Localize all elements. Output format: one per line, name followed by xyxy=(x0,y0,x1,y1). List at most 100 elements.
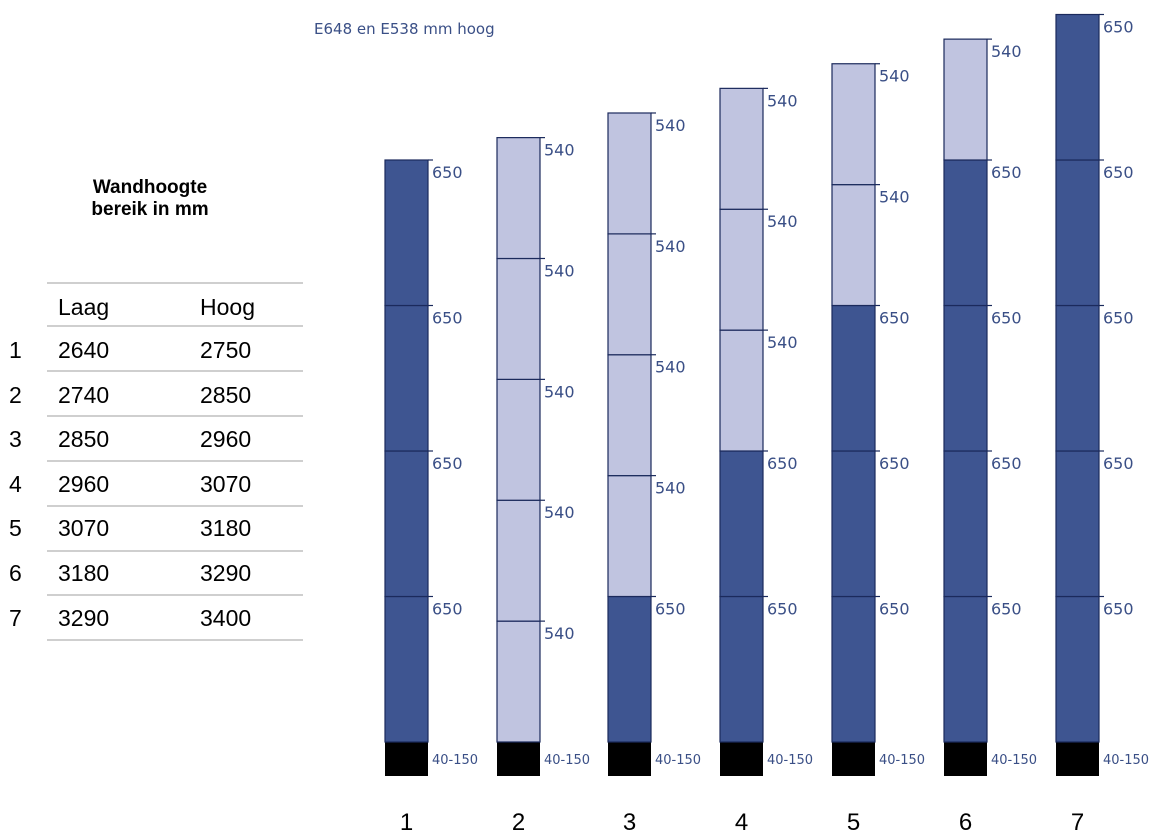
base-block xyxy=(832,742,875,776)
panel-label: 540 xyxy=(767,91,798,110)
cell-laag: 2850 xyxy=(58,426,110,453)
base-block xyxy=(1056,742,1099,776)
panel-label: 650 xyxy=(879,309,910,328)
panel-650 xyxy=(831,450,876,598)
panel-650 xyxy=(1055,450,1100,598)
cell-hoog: 2850 xyxy=(200,381,252,408)
panel-650 xyxy=(943,159,988,307)
row-number: 3 xyxy=(9,426,22,453)
panel-650 xyxy=(1055,595,1100,743)
panel-label: 540 xyxy=(655,116,686,135)
table-rule xyxy=(47,594,303,596)
panel-650 xyxy=(384,450,429,598)
panel-label: 650 xyxy=(991,309,1022,328)
panel-540 xyxy=(496,620,541,743)
panel-label: 650 xyxy=(767,600,798,619)
base-label: 40-150 xyxy=(655,753,701,768)
panel-540 xyxy=(496,499,541,622)
panel-label: 650 xyxy=(432,454,463,473)
column-number: 4 xyxy=(735,809,748,836)
panel-label: 540 xyxy=(767,212,798,231)
panel-label: 540 xyxy=(767,333,798,352)
panel-650 xyxy=(607,595,652,743)
cell-laag: 2640 xyxy=(58,337,110,363)
panel-column-5: 40-150 650 650 650 540 540 5 xyxy=(831,63,925,836)
panel-label: 540 xyxy=(544,624,575,643)
base-label: 40-150 xyxy=(1103,753,1149,768)
panel-label: 540 xyxy=(544,503,575,522)
table-rule xyxy=(47,550,303,552)
cell-hoog: 3180 xyxy=(200,515,252,542)
row-number: 2 xyxy=(9,381,22,408)
cell-laag: 2740 xyxy=(58,381,110,408)
base-label: 40-150 xyxy=(432,753,478,768)
row-number: 6 xyxy=(9,560,22,586)
cell-hoog: 3070 xyxy=(200,470,252,497)
panel-label: 540 xyxy=(544,382,575,401)
panel-label: 650 xyxy=(1103,600,1134,619)
cell-laag: 3070 xyxy=(58,515,110,542)
panel-650 xyxy=(384,159,429,307)
panel-label: 650 xyxy=(432,600,463,619)
diagram-subtitle: E648 en E538 mm hoog xyxy=(314,20,495,38)
column-number: 1 xyxy=(400,809,413,836)
row-number: 5 xyxy=(9,515,22,542)
panel-540 xyxy=(943,38,988,161)
table-rule xyxy=(47,415,303,417)
column-number: 6 xyxy=(959,809,972,836)
panel-540 xyxy=(719,329,764,452)
panel-label: 540 xyxy=(991,42,1022,61)
table-rule xyxy=(47,325,303,327)
panel-label: 540 xyxy=(544,261,575,280)
panel-column-3: 40-150 650 540 540 540 540 3 xyxy=(607,112,701,836)
panel-label: 540 xyxy=(879,188,910,207)
panel-label: 540 xyxy=(879,67,910,86)
panel-label: 650 xyxy=(1103,454,1134,473)
table-rule xyxy=(47,505,303,507)
panel-650 xyxy=(943,304,988,452)
panel-540 xyxy=(831,184,876,307)
base-label: 40-150 xyxy=(544,753,590,768)
cell-hoog: 3290 xyxy=(200,560,252,586)
panel-650 xyxy=(831,304,876,452)
panel-label: 650 xyxy=(879,454,910,473)
table-rule xyxy=(47,639,303,641)
cell-laag: 3180 xyxy=(58,560,110,586)
column-number: 3 xyxy=(623,809,636,836)
panel-650 xyxy=(831,595,876,743)
panel-650 xyxy=(1055,13,1100,161)
base-block xyxy=(720,742,763,776)
base-block xyxy=(385,742,428,776)
panel-label: 540 xyxy=(655,479,686,498)
base-label: 40-150 xyxy=(991,753,1037,768)
panel-650 xyxy=(384,304,429,452)
panel-540 xyxy=(719,208,764,331)
base-block xyxy=(497,742,540,776)
panel-label: 650 xyxy=(991,600,1022,619)
panel-label: 650 xyxy=(1103,309,1134,328)
panel-label: 650 xyxy=(879,600,910,619)
cell-hoog: 2750 xyxy=(200,337,252,363)
table-rule xyxy=(47,460,303,462)
panel-label: 540 xyxy=(655,237,686,256)
panel-650 xyxy=(943,450,988,598)
panel-column-1: 40-150 650 650 650 650 1 xyxy=(384,159,478,836)
panel-650 xyxy=(1055,159,1100,307)
panel-650 xyxy=(719,595,764,743)
header-laag: Laag xyxy=(58,294,110,320)
cell-hoog: 3400 xyxy=(200,604,252,631)
base-label: 40-150 xyxy=(879,753,925,768)
panel-column-4: 40-150 650 650 540 540 540 4 xyxy=(719,87,813,836)
panel-label: 650 xyxy=(767,454,798,473)
column-number: 5 xyxy=(847,809,860,836)
column-number: 7 xyxy=(1071,809,1084,836)
panel-label: 540 xyxy=(544,141,575,160)
panel-540 xyxy=(607,475,652,598)
panel-540 xyxy=(496,137,541,260)
table-rule xyxy=(47,282,303,284)
panel-540 xyxy=(496,378,541,501)
base-label: 40-150 xyxy=(767,753,813,768)
row-number: 4 xyxy=(9,470,22,497)
panel-label: 650 xyxy=(1103,18,1134,37)
